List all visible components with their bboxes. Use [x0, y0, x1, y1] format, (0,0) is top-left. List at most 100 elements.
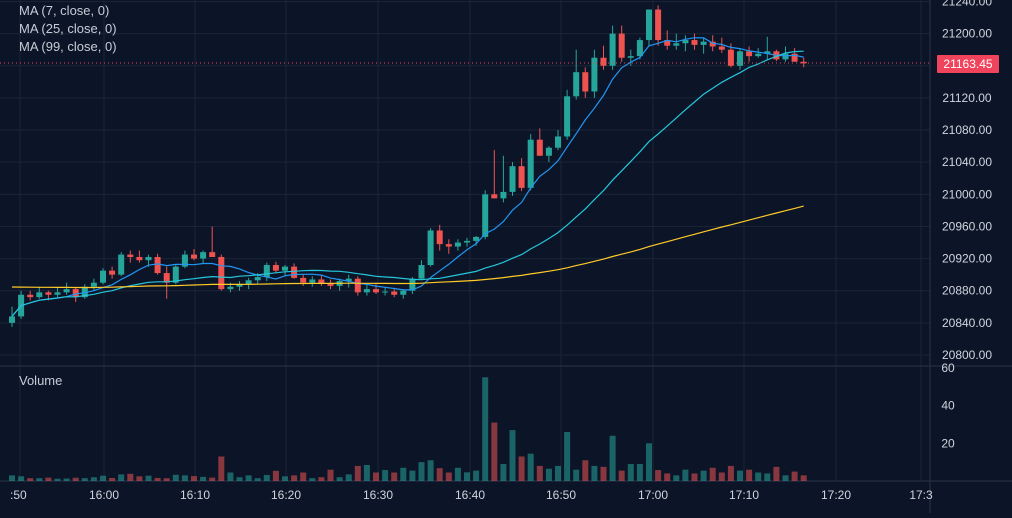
candle-up[interactable] [700, 41, 707, 45]
candle-up[interactable] [145, 256, 152, 261]
price-candles[interactable] [9, 5, 807, 327]
candle-up[interactable] [782, 53, 789, 60]
candle-up[interactable] [181, 254, 188, 267]
candle-down[interactable] [109, 270, 116, 275]
candle-down[interactable] [218, 256, 225, 290]
candle-down[interactable] [436, 230, 443, 245]
volume-bar [582, 460, 589, 481]
candle-down[interactable] [800, 61, 807, 64]
candle-down[interactable] [445, 244, 452, 247]
candle-down[interactable] [136, 256, 143, 261]
candle-up[interactable] [409, 278, 416, 291]
candle-down[interactable] [209, 252, 216, 257]
candle-up[interactable] [737, 51, 743, 66]
candle-down[interactable] [582, 72, 589, 92]
candle-up[interactable] [118, 254, 125, 275]
candle-up[interactable] [36, 292, 43, 298]
candle-down[interactable] [727, 49, 734, 66]
candle-up[interactable] [555, 136, 561, 148]
candle-down[interactable] [600, 57, 607, 66]
candle-up[interactable] [609, 33, 616, 66]
candle-up[interactable] [400, 290, 407, 295]
candle-up[interactable] [172, 266, 179, 283]
candle-up[interactable] [755, 53, 762, 57]
candle-down[interactable] [491, 194, 498, 199]
candle-up[interactable] [464, 240, 470, 243]
candle-down[interactable] [709, 41, 716, 47]
candle-down[interactable] [664, 40, 671, 46]
candle-down[interactable] [518, 166, 525, 188]
candle-down[interactable] [27, 294, 34, 298]
candle-down[interactable] [391, 291, 398, 295]
candle-down[interactable] [300, 277, 307, 283]
volume-pane-label[interactable]: Volume [19, 373, 63, 388]
candle-up[interactable] [509, 166, 516, 192]
candle-up[interactable] [636, 40, 643, 57]
candle-up[interactable] [482, 194, 489, 237]
time-tick-label: 16:30 [363, 488, 393, 502]
candle-up[interactable] [573, 72, 580, 97]
time-tick-label: 16:10 [180, 488, 210, 502]
candle-up[interactable] [363, 289, 370, 293]
candle-down[interactable] [691, 40, 698, 45]
candle-up[interactable] [245, 280, 252, 285]
candle-down[interactable] [354, 278, 361, 293]
candle-down[interactable] [72, 289, 79, 298]
candle-up[interactable] [673, 43, 680, 46]
legend-ma7[interactable]: MA (7, close, 0) [19, 3, 110, 18]
candle-up[interactable] [282, 266, 288, 271]
candle-up[interactable] [309, 279, 316, 283]
candle-up[interactable] [418, 265, 425, 279]
candle-down[interactable] [318, 279, 325, 284]
candle-up[interactable] [527, 139, 534, 188]
volume-bar [491, 422, 498, 481]
candle-down[interactable] [327, 283, 334, 286]
candle-down[interactable] [536, 139, 543, 156]
candle-up[interactable] [254, 277, 261, 281]
candle-down[interactable] [154, 256, 161, 274]
candle-down[interactable] [718, 46, 725, 50]
candle-down[interactable] [655, 9, 662, 41]
candle-up[interactable] [81, 286, 88, 298]
candle-down[interactable] [272, 265, 279, 271]
volume-bar [782, 475, 789, 481]
legend-ma25[interactable]: MA (25, close, 0) [19, 21, 117, 36]
candle-down[interactable] [791, 53, 798, 62]
volume-bar [518, 456, 525, 481]
candle-up[interactable] [345, 278, 352, 282]
candle-down[interactable] [127, 254, 134, 257]
candle-up[interactable] [382, 291, 389, 293]
candle-up[interactable] [473, 236, 480, 241]
candle-up[interactable] [682, 40, 689, 44]
candle-up[interactable] [545, 147, 552, 156]
candle-up[interactable] [591, 57, 598, 92]
candle-down[interactable] [618, 33, 625, 58]
candle-up[interactable] [500, 191, 507, 199]
candle-down[interactable] [291, 266, 298, 278]
candle-up[interactable] [200, 252, 207, 259]
candle-down[interactable] [45, 292, 52, 295]
candle-up[interactable] [63, 289, 70, 293]
price-tick-label: 20920.00 [942, 252, 992, 266]
candle-up[interactable] [627, 56, 634, 58]
candle-down[interactable] [163, 273, 170, 283]
candle-up[interactable] [236, 284, 243, 287]
candle-down[interactable] [746, 51, 753, 57]
time-axis[interactable]: :50 16:00 16:10 16:20 16:30 16:40 16:50 17:00 17… [10, 488, 933, 502]
candle-up[interactable] [54, 292, 61, 295]
candle-up[interactable] [764, 51, 771, 54]
candle-up[interactable] [564, 96, 571, 137]
candle-up[interactable] [100, 270, 106, 283]
candle-up[interactable] [90, 282, 97, 287]
candle-up[interactable] [454, 242, 461, 247]
legend-ma99[interactable]: MA (99, close, 0) [19, 39, 117, 54]
candle-up[interactable] [427, 230, 434, 266]
candle-down[interactable] [191, 254, 197, 259]
candle-down[interactable] [373, 289, 379, 293]
candle-up[interactable] [9, 316, 15, 323]
candle-up[interactable] [227, 286, 234, 290]
candle-up[interactable] [263, 265, 270, 278]
candle-up[interactable] [646, 9, 652, 41]
